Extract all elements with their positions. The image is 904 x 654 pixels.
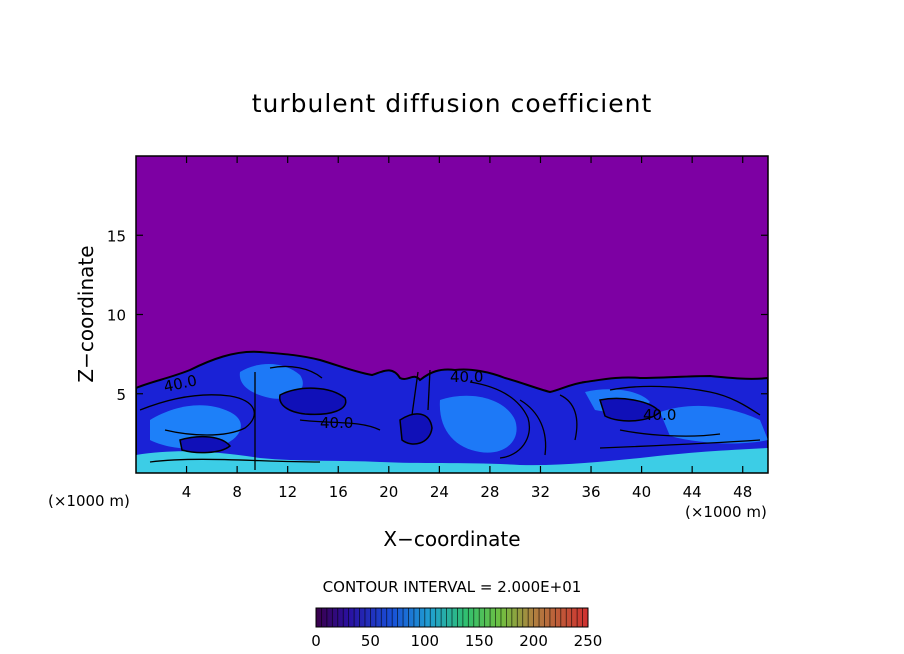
colorbar-tick-label: 50 [361,632,380,650]
x-tick-label: 40 [632,483,651,501]
x-tick-label: 4 [182,483,192,501]
x-tick-label: 44 [683,483,702,501]
x-tick-label: 48 [733,483,752,501]
vortex-core-3 [599,397,662,422]
y-tick-label: 5 [116,386,126,404]
surface-band [136,448,768,473]
swirl-region-5 [660,405,768,444]
contour-label: 40.0 [450,368,483,386]
plot-area [136,156,768,473]
colorbar: 0 50 100 150 200 250 [311,607,602,650]
colorbar-labels: 0 50 100 150 200 250 [311,632,602,650]
x-tick-label: 32 [531,483,550,501]
x-tick-label: 28 [480,483,499,501]
contour-interval: CONTOUR INTERVAL = 2.000E+01 [323,578,582,596]
contour-label: 40.0 [320,414,353,432]
x-tick-label: 12 [278,483,297,501]
y-tick-label: 10 [107,307,126,325]
swirl-region-3 [439,395,517,453]
contour-labels: 40.0 40.0 40.0 40.0 [162,368,676,432]
x-tick-label: 20 [379,483,398,501]
colorbar-tick-label: 100 [410,632,439,650]
x-tick-label: 36 [581,483,600,501]
colorbar-tick-label: 200 [519,632,548,650]
contour-label: 40.0 [643,406,676,424]
x-tick-label: 16 [329,483,348,501]
x-axis-label: X−coordinate [383,527,520,551]
colorbar-tick-label: 250 [574,632,603,650]
colorbar-tick-label: 0 [311,632,321,650]
y-tick-label: 15 [107,227,126,245]
vortex-core-4 [179,435,232,454]
vortex-core-1 [279,387,347,416]
chart-title: turbulent diffusion coefficient [252,89,653,118]
x-tick-label: 8 [232,483,242,501]
vortex-core-2 [399,413,433,445]
x-unit-right: (×1000 m) [685,503,767,521]
contour-lines [139,365,761,470]
colorbar-tick-label: 150 [465,632,494,650]
x-unit-left: (×1000 m) [48,492,130,510]
x-tick-label: 24 [430,483,449,501]
y-axis-label: Z−coordinate [74,245,98,382]
colorbar-stripes [321,608,583,627]
